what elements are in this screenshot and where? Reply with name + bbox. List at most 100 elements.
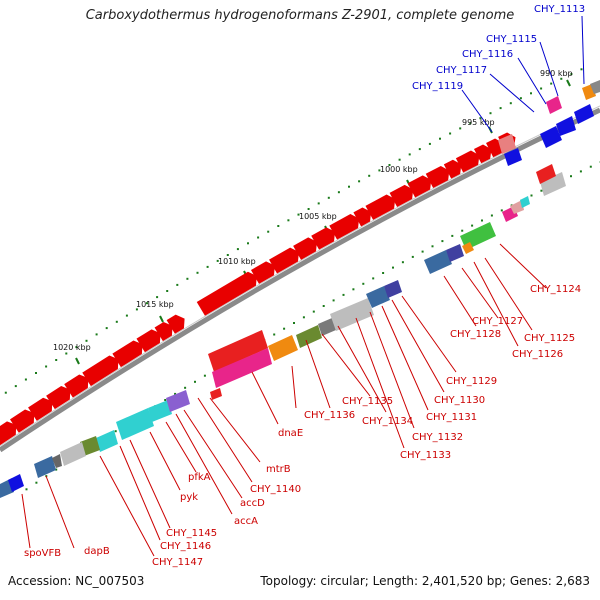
gene-label: CHY_1129 [446,376,497,387]
tick-dot [398,158,401,161]
forward-gene-arrow [196,271,257,316]
tick-dot [297,213,300,216]
tick-dot [164,399,167,401]
tick-dot [184,386,187,389]
tick-dot [186,277,189,280]
gene-label: CHY_1119 [412,81,463,92]
tick-dot [540,189,543,192]
tick-dot [428,142,431,145]
forward-gene-arrow [82,355,119,387]
forward-gene-arrow [473,144,492,164]
tick-dot [85,339,88,342]
map-title: Carboxydothermus hydrogenoformans Z-2901… [85,8,515,23]
tick-dot [579,170,582,173]
tick-dot [293,322,295,324]
gene-label: CHY_1146 [160,541,211,552]
gene-label: pyk [180,492,198,503]
tick-dot [146,302,148,305]
tick-dot [337,191,340,194]
gene-label: CHY_1135 [342,396,393,407]
tick-dot [174,392,177,395]
tick-dot [115,320,118,323]
tick-dot [540,87,543,90]
tick-dot [499,107,502,110]
gene-label: pfkA [188,472,211,483]
tick-dot [307,208,310,210]
gene-block [210,388,222,400]
tick-dot [530,194,533,197]
gene-label: accA [234,516,258,527]
tick-dot [322,305,325,307]
gene-block [52,454,62,468]
gene-label: CHY_1145 [166,528,217,539]
forward-gene-arrow [112,340,143,368]
gene-label: CHY_1130 [434,395,485,406]
forward-gene-arrow [389,184,414,208]
tick-dot [411,255,414,258]
forward-gene-arrow [425,165,450,188]
tick-dot [392,266,394,269]
gene-label: CHY_1134 [362,416,413,427]
tick-label: 1020 kbp [53,343,91,352]
gene-label: CHY_1124 [530,284,581,295]
tick-label: 1010 kbp [218,257,256,266]
forward-gene-arrow [64,374,89,398]
gene-block [556,116,576,136]
gene-label: CHY_1116 [462,49,513,60]
tick-dot [247,242,249,245]
tick-dot [25,488,28,491]
forward-gene-arrow [166,314,185,334]
forward-gene-arrow [136,329,161,353]
gene-label: mtrB [266,464,291,475]
tick-dot [372,277,375,280]
tick-dot [421,250,424,253]
forward-gene-arrow [293,237,317,260]
tick-dot [352,288,355,291]
forward-gene-arrow [329,214,360,240]
tick-dot [166,290,169,292]
tick-dot [431,245,434,248]
tick-dot [388,164,391,166]
gene-label: CHY_1140 [250,484,301,495]
tick-dot [14,385,17,388]
tick-dot [65,352,68,355]
accession-text: Accession: NC_007503 [8,574,145,588]
tick-dot [471,224,474,227]
tick-labels: 990 kbp 995 kbp 1000 kbp 1005 kbp 1010 k… [53,69,573,352]
gene-label: dapB [84,546,110,557]
tick-dot [439,137,441,140]
gene-block [60,442,86,466]
tick-dot [226,254,229,256]
inner-genes [0,80,600,498]
gene-label: dnaE [278,428,303,439]
gene-label: CHY_1128 [450,329,501,340]
tick-dot [203,374,206,377]
tick-dot [489,112,492,115]
gene-label: spoVFB [24,548,61,559]
tick-dot [449,132,452,135]
gene-block [148,400,172,422]
tick-dot [114,430,117,433]
gene-block [590,80,600,94]
gene-label: CHY_1133 [400,450,451,461]
forward-gene-arrow [311,227,335,250]
gene-block [96,430,118,452]
gene-label: CHY_1117 [436,65,487,76]
tick-dot [125,314,128,317]
gene-label: CHY_1127 [472,316,523,327]
forward-gene-arrow [9,409,35,433]
tick-dot [560,77,563,80]
tick-dot [589,165,592,168]
tick-dot [105,327,108,330]
tick-dot [479,117,482,120]
gene-label: CHY_1136 [304,410,355,421]
tick-dot [287,219,290,222]
tick-dot [317,202,320,205]
tick-dot [362,282,365,285]
forward-gene-arrow [269,247,299,274]
gene-label: CHY_1125 [524,333,575,344]
gene-block [504,148,522,166]
tick-dot [358,180,361,183]
gene-label: accD [240,498,265,509]
